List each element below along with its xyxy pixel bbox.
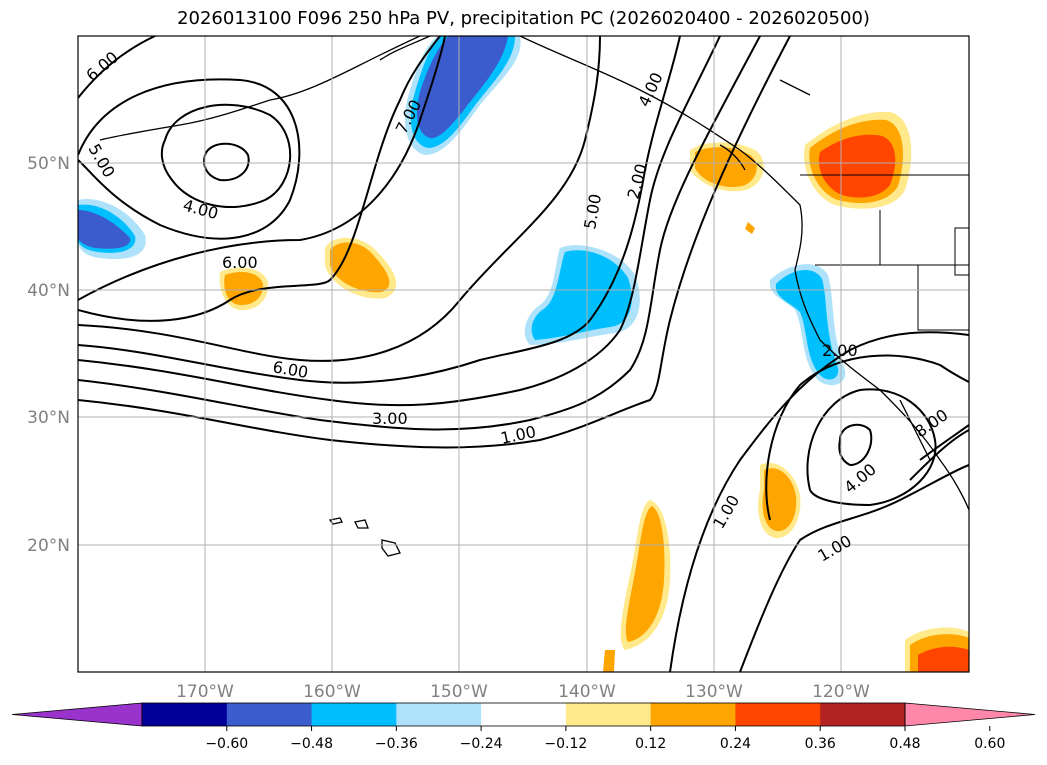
colorbar-tick-label: −0.36 bbox=[375, 736, 418, 752]
lon-label: 130°W bbox=[685, 682, 743, 702]
colorbar-segment bbox=[820, 703, 906, 726]
pv-contours bbox=[78, 36, 969, 672]
colorbar-tick-label: 0.36 bbox=[805, 736, 836, 752]
lon-labels: 170°W 160°W 150°W 140°W 130°W 120°W bbox=[176, 682, 870, 702]
colorbar-tick-label: 0.60 bbox=[974, 736, 1005, 752]
colorbar-segment bbox=[735, 703, 821, 726]
map-frame bbox=[77, 35, 970, 673]
colorbar-tick-label: −0.12 bbox=[544, 736, 587, 752]
colorbar-tick-label: 0.12 bbox=[635, 736, 666, 752]
lat-label: 50°N bbox=[27, 154, 70, 174]
contour-label: 2.00 bbox=[822, 341, 858, 360]
colorbar-tick-label: 0.24 bbox=[720, 736, 751, 752]
lon-label: 120°W bbox=[812, 682, 870, 702]
colorbar-extend-low bbox=[11, 702, 143, 727]
graticule bbox=[78, 36, 969, 672]
lat-labels: 50°N 40°N 30°N 20°N bbox=[27, 154, 70, 556]
coastlines bbox=[99, 36, 969, 557]
lon-label: 170°W bbox=[176, 682, 234, 702]
colorbar-tick-label: −0.48 bbox=[290, 736, 333, 752]
lon-label: 150°W bbox=[430, 682, 488, 702]
lat-label: 40°N bbox=[27, 281, 70, 301]
colorbar-segment bbox=[565, 703, 652, 726]
colorbar-tick-label: −0.60 bbox=[205, 736, 248, 752]
colorbar-segment bbox=[650, 703, 736, 726]
map-title: 2026013100 F096 250 hPa PV, precipitatio… bbox=[177, 8, 870, 29]
lat-label: 20°N bbox=[27, 536, 70, 556]
contour-label: 6.00 bbox=[222, 253, 258, 272]
lon-label: 140°W bbox=[558, 682, 616, 702]
lon-label: 160°W bbox=[303, 682, 361, 702]
colorbar-tick-label: 0.48 bbox=[889, 736, 920, 752]
lat-label: 30°N bbox=[27, 408, 70, 428]
map-content: 6.00 5.00 4.00 6.00 7.00 6.00 3.00 1.00 … bbox=[78, 36, 969, 672]
precip-shading bbox=[78, 36, 969, 672]
colorbar: −0.60 −0.48 −0.36 −0.24 −0.12 0.12 0.24 0.36 0.4… bbox=[11, 702, 1036, 752]
colorbar-segment bbox=[226, 703, 313, 726]
colorbar-segment bbox=[311, 703, 397, 726]
colorbar-tick-label: −0.24 bbox=[460, 736, 503, 752]
colorbar-extend-high bbox=[904, 702, 1036, 727]
colorbar-segment bbox=[396, 703, 482, 726]
colorbar-outline bbox=[141, 702, 906, 727]
contour-label: 3.00 bbox=[372, 409, 408, 428]
colorbar-segment bbox=[142, 703, 228, 726]
colorbar-segment bbox=[481, 703, 567, 726]
